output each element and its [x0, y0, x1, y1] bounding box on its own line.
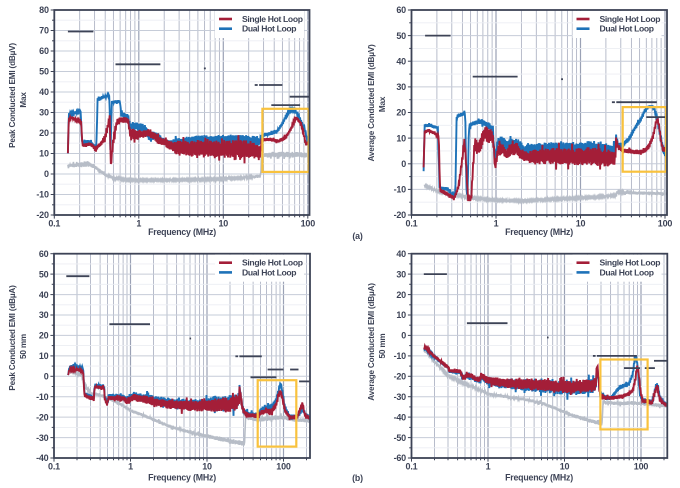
- svg-text:20: 20: [396, 290, 406, 300]
- svg-text:-30: -30: [36, 433, 49, 443]
- svg-text:Frequency (MHz): Frequency (MHz): [148, 227, 216, 237]
- svg-text:-30: -30: [394, 392, 407, 402]
- svg-text:50: 50: [39, 269, 49, 279]
- svg-text:-40: -40: [394, 412, 407, 422]
- svg-text:(b): (b): [352, 473, 363, 483]
- svg-text:-10: -10: [36, 392, 49, 402]
- svg-text:60: 60: [39, 46, 49, 56]
- svg-text:10: 10: [39, 149, 49, 159]
- svg-text:Dual Hot Loop: Dual Hot Loop: [600, 24, 654, 34]
- svg-text:100: 100: [634, 462, 649, 472]
- svg-text:20: 20: [39, 128, 49, 138]
- svg-text:50 mm: 50 mm: [378, 334, 387, 359]
- svg-text:60: 60: [396, 5, 406, 15]
- svg-text:-20: -20: [36, 210, 49, 220]
- svg-text:1: 1: [486, 462, 491, 472]
- svg-text:(a): (a): [352, 231, 362, 241]
- svg-text:Single Hot Loop: Single Hot Loop: [242, 14, 303, 24]
- svg-text:Dual Hot Loop: Dual Hot Loop: [600, 267, 654, 277]
- svg-text:Max: Max: [378, 96, 387, 112]
- svg-text:0.1: 0.1: [406, 219, 418, 229]
- svg-text:-20: -20: [36, 412, 49, 422]
- svg-text:30: 30: [39, 108, 49, 118]
- svg-text:-10: -10: [36, 190, 49, 200]
- svg-text:30: 30: [396, 82, 406, 92]
- svg-text:0.1: 0.1: [48, 462, 60, 472]
- svg-text:-10: -10: [394, 185, 407, 195]
- svg-text:Frequency (MHz): Frequency (MHz): [505, 473, 573, 483]
- svg-text:10: 10: [576, 219, 586, 229]
- svg-text:-60: -60: [394, 453, 407, 463]
- svg-text:Dual Hot Loop: Dual Hot Loop: [242, 267, 296, 277]
- svg-text:-20: -20: [394, 372, 407, 382]
- svg-text:Single Hot Loop: Single Hot Loop: [242, 258, 303, 268]
- svg-text:Frequency (MHz): Frequency (MHz): [148, 473, 216, 483]
- svg-text:Peak Conducted EMI (dBµA): Peak Conducted EMI (dBµA): [8, 285, 17, 391]
- svg-text:1: 1: [136, 219, 141, 229]
- svg-text:Frequency (MHz): Frequency (MHz): [505, 227, 573, 237]
- svg-text:10: 10: [396, 310, 406, 320]
- svg-text:0.1: 0.1: [48, 219, 60, 229]
- svg-text:Single Hot Loop: Single Hot Loop: [600, 14, 661, 24]
- svg-text:40: 40: [39, 87, 49, 97]
- svg-text:Peak Conducted EMI (dBµV): Peak Conducted EMI (dBµV): [8, 43, 17, 148]
- svg-text:10: 10: [560, 462, 570, 472]
- svg-text:-20: -20: [394, 210, 407, 220]
- svg-text:0.1: 0.1: [406, 462, 418, 472]
- svg-text:0: 0: [401, 331, 406, 341]
- svg-text:-40: -40: [36, 453, 49, 463]
- svg-text:Average Conducted EMI (dBµA): Average Conducted EMI (dBµA): [367, 283, 376, 401]
- svg-text:20: 20: [396, 108, 406, 118]
- svg-text:10: 10: [396, 133, 406, 143]
- svg-text:50: 50: [39, 67, 49, 77]
- svg-text:Dual Hot Loop: Dual Hot Loop: [242, 24, 296, 34]
- svg-text:50 mm: 50 mm: [19, 334, 28, 359]
- svg-text:10: 10: [39, 351, 49, 361]
- svg-text:40: 40: [39, 290, 49, 300]
- svg-text:20: 20: [39, 331, 49, 341]
- svg-text:1: 1: [128, 462, 133, 472]
- svg-text:40: 40: [396, 249, 406, 259]
- svg-text:0: 0: [44, 169, 49, 179]
- svg-text:0: 0: [44, 372, 49, 382]
- svg-text:1: 1: [494, 219, 499, 229]
- svg-text:40: 40: [396, 57, 406, 67]
- svg-text:Single Hot Loop: Single Hot Loop: [600, 258, 661, 268]
- svg-text:100: 100: [276, 462, 291, 472]
- svg-text:-50: -50: [394, 433, 407, 443]
- svg-text:Max: Max: [19, 92, 28, 108]
- svg-text:10: 10: [218, 219, 228, 229]
- svg-text:70: 70: [39, 26, 49, 36]
- svg-text:100: 100: [658, 219, 673, 229]
- svg-text:Average Conducted EMI (dBµV): Average Conducted EMI (dBµV): [367, 44, 376, 162]
- svg-text:80: 80: [39, 5, 49, 15]
- svg-text:30: 30: [39, 310, 49, 320]
- svg-text:-10: -10: [394, 351, 407, 361]
- svg-text:10: 10: [202, 462, 212, 472]
- svg-text:50: 50: [396, 31, 406, 41]
- svg-text:100: 100: [301, 219, 316, 229]
- svg-text:60: 60: [39, 249, 49, 259]
- svg-text:0: 0: [401, 159, 406, 169]
- svg-text:30: 30: [396, 269, 406, 279]
